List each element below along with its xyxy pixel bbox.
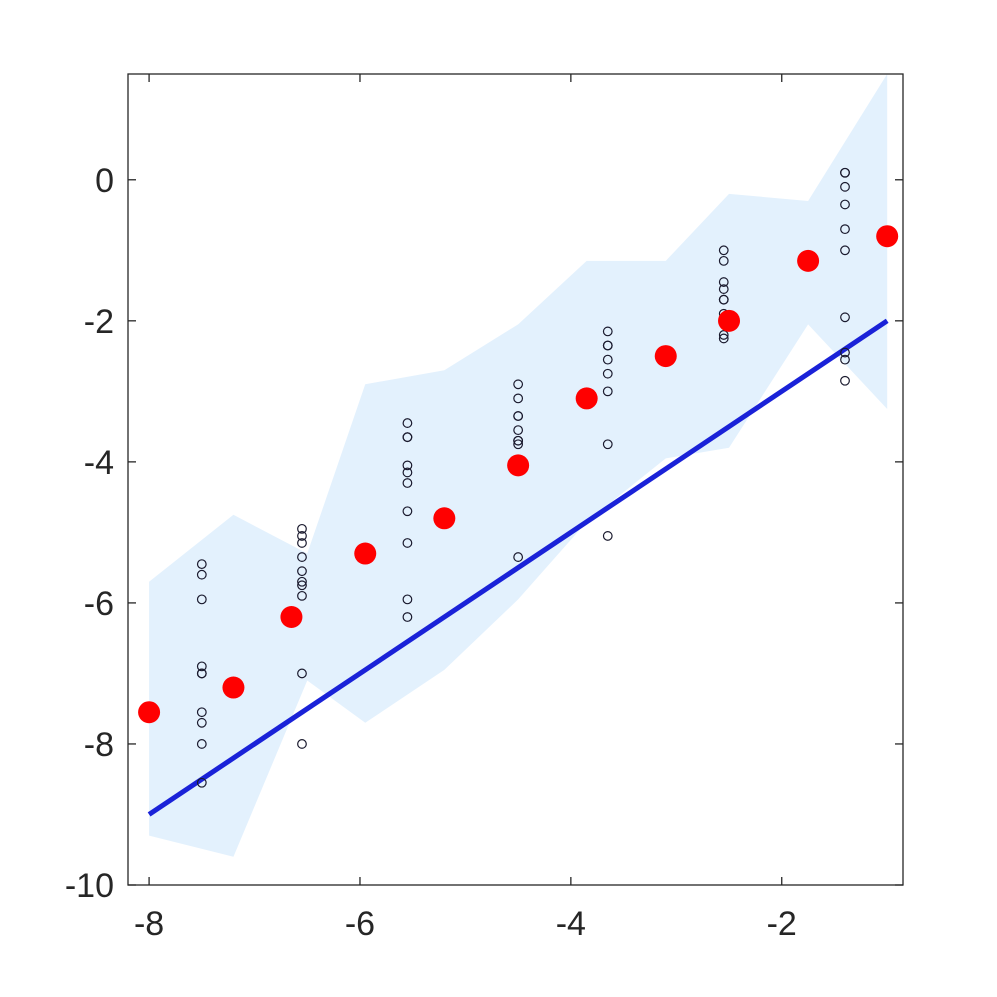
mean-point xyxy=(222,676,245,699)
observation-point xyxy=(297,538,307,548)
y-tick-label: -2 xyxy=(84,303,114,341)
observation-point xyxy=(402,432,413,443)
observation-point xyxy=(297,552,307,562)
observation-point xyxy=(297,668,307,679)
observation-point xyxy=(718,330,729,340)
observation-point xyxy=(196,668,207,679)
observation-point xyxy=(513,393,524,404)
observation-point xyxy=(513,552,524,562)
observation-point xyxy=(602,531,613,541)
observation-point xyxy=(602,340,613,351)
axes-frame xyxy=(127,73,904,886)
observation-point xyxy=(196,661,207,672)
axis-tick-labels: -8 -6 -4 -2 0 -2 -4 -6 -8 -10 xyxy=(65,162,797,943)
observation-point xyxy=(602,386,613,397)
observation-point xyxy=(718,284,729,294)
mean-point xyxy=(575,387,598,410)
observation-point xyxy=(602,326,613,337)
observation-point xyxy=(840,354,850,365)
mean-point xyxy=(876,225,899,248)
observation-point xyxy=(840,181,850,192)
observation-point xyxy=(718,333,729,344)
y-tick-label: 0 xyxy=(95,162,114,200)
observation-point xyxy=(402,594,413,605)
observation-point xyxy=(402,418,413,428)
mean-point xyxy=(797,249,820,272)
observation-point xyxy=(840,312,850,323)
observation-point xyxy=(297,590,307,601)
observation-point xyxy=(297,523,307,534)
observation-point xyxy=(196,717,207,728)
mean-point xyxy=(433,507,456,530)
y-tick-label: -6 xyxy=(84,585,114,623)
fit-line xyxy=(147,318,889,817)
observation-point xyxy=(513,435,524,446)
observation-point xyxy=(402,478,413,488)
observation-point xyxy=(840,224,850,235)
observation-point xyxy=(297,566,307,577)
observation-point xyxy=(196,569,207,580)
observation-point xyxy=(513,379,524,390)
observation-point xyxy=(718,245,729,256)
observation-point xyxy=(196,707,207,718)
observation-point xyxy=(602,439,613,450)
observation-point xyxy=(513,439,524,450)
x-tick-label: -8 xyxy=(134,905,164,943)
observation-point xyxy=(196,559,207,570)
observation-point xyxy=(840,375,850,386)
observation-point xyxy=(513,425,524,436)
observation-point xyxy=(602,354,613,365)
x-tick-label: -4 xyxy=(556,905,586,943)
observation-point xyxy=(718,277,729,287)
axis-ticks xyxy=(128,74,903,886)
observation-point xyxy=(840,167,850,178)
observation-point xyxy=(402,467,413,478)
plot-layers xyxy=(138,74,899,857)
observation-point xyxy=(840,347,850,358)
observation-point xyxy=(718,294,729,305)
observation-point xyxy=(402,612,413,622)
mean-point xyxy=(654,345,677,368)
y-tick-label: -8 xyxy=(84,726,114,764)
observation-point xyxy=(402,460,413,471)
observation-point xyxy=(840,245,850,256)
plot-area xyxy=(138,74,899,857)
observation-point xyxy=(840,199,850,210)
mean-point xyxy=(280,606,303,629)
mean-point xyxy=(718,309,741,332)
observation-point xyxy=(297,739,307,749)
observation-point xyxy=(513,411,524,421)
mean-point xyxy=(138,701,161,724)
observation-point xyxy=(602,368,613,379)
observation-point xyxy=(297,580,307,591)
observation-point xyxy=(402,506,413,517)
observation-point xyxy=(402,538,413,548)
observation-point xyxy=(297,576,307,587)
y-tick-label: -10 xyxy=(65,867,114,905)
x-tick-label: -2 xyxy=(767,905,797,943)
observation-point xyxy=(297,531,307,541)
mean-point xyxy=(354,542,377,565)
mean-point xyxy=(507,454,530,477)
observation-point xyxy=(718,255,729,266)
observation-point xyxy=(196,739,207,749)
x-tick-label: -6 xyxy=(345,905,375,943)
y-tick-label: -4 xyxy=(84,444,114,482)
observation-point xyxy=(196,594,207,605)
observation-point xyxy=(196,777,207,788)
